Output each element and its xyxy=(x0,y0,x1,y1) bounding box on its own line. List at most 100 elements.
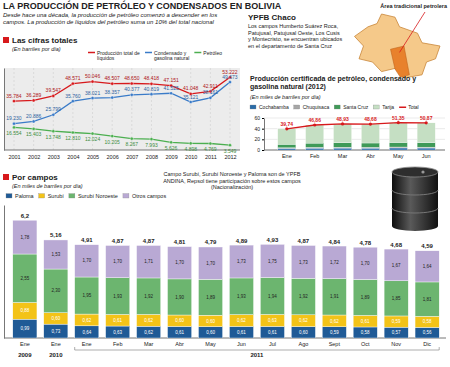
x-tick: 2004 xyxy=(67,150,79,160)
legend-swatch xyxy=(373,105,379,109)
bar-segment xyxy=(168,326,192,338)
data-label: 36.289 xyxy=(26,92,42,98)
x-tick: Sept xyxy=(329,338,341,347)
data-label: 1,64 xyxy=(423,264,432,269)
legend-label: Otros campos xyxy=(132,193,166,199)
data-label: 0,60 xyxy=(206,330,215,335)
data-label: 51,35 xyxy=(392,115,405,121)
chart-subtitle: (En miles de barriles por día) xyxy=(250,94,321,100)
bar-segment xyxy=(44,269,68,313)
legend-label: Tarija xyxy=(382,104,394,110)
y-tick-mark xyxy=(262,129,264,130)
x-tick: 2005 xyxy=(87,150,99,160)
bar-segment xyxy=(361,143,379,147)
line-marker xyxy=(189,142,192,145)
data-label: 0,63 xyxy=(268,318,277,323)
data-label: 20.886 xyxy=(26,113,42,119)
group-label: 2011 xyxy=(250,352,264,358)
x-tick: Mar xyxy=(338,150,348,159)
x-tick-label: 2002 xyxy=(28,154,40,160)
x-axis-line xyxy=(4,338,446,339)
data-labels: 35.78436.28939.54748.57150.04648.50748.6… xyxy=(6,69,238,154)
legend: CochabambaChuquisacaSanta CruzTarijaTota… xyxy=(250,104,419,110)
data-label: 1,70 xyxy=(361,261,370,266)
x-tick: Mar xyxy=(144,338,154,347)
data-label: 1,91 xyxy=(330,294,339,299)
data-label: 1,67 xyxy=(392,263,401,268)
total-label: 4,91 xyxy=(81,237,93,243)
data-label: 5.626 xyxy=(165,145,178,151)
x-tick-label: Sept xyxy=(329,341,341,347)
x-tick-label: Dic xyxy=(423,341,431,347)
bar-segment xyxy=(137,245,161,277)
data-label: 0,99 xyxy=(20,326,29,331)
bar-segment xyxy=(384,249,408,281)
legend-label: Cochabamba xyxy=(259,104,289,110)
legend: Producción total delíquidosCondensado yg… xyxy=(88,50,222,62)
legend-swatch xyxy=(334,105,340,109)
line-marker xyxy=(111,82,114,85)
bar-segment xyxy=(291,327,315,338)
x-tick: Ene xyxy=(20,338,30,347)
bar-segment xyxy=(137,326,161,338)
data-label: 42.911 xyxy=(203,83,218,89)
line-marker xyxy=(189,100,192,103)
x-tick-label: 2012 xyxy=(224,154,236,160)
bar-segment xyxy=(306,143,324,147)
bar-segment xyxy=(198,279,222,315)
y-axis: 0204060 xyxy=(254,115,264,153)
x-tick-label: Ene xyxy=(82,341,92,347)
line-marker xyxy=(12,122,15,125)
legend-item: Tarija xyxy=(373,104,394,110)
bar-segment xyxy=(44,313,68,324)
data-label: 38.021 xyxy=(85,90,101,96)
title-bullet xyxy=(3,37,9,43)
bar-segment xyxy=(168,315,192,326)
line-series xyxy=(14,127,230,145)
x-tick: Feb xyxy=(113,338,122,347)
data-label: 1,70 xyxy=(113,259,122,264)
map-oil-area xyxy=(391,46,410,77)
data-label: 1,81 xyxy=(423,297,432,302)
grid xyxy=(264,118,445,150)
line-marker xyxy=(130,82,133,85)
line-marker xyxy=(130,137,133,140)
data-label: 0,61 xyxy=(175,330,184,335)
total-label: 4,87 xyxy=(112,238,124,244)
x-tick-label: 2005 xyxy=(87,154,99,160)
bar-segment xyxy=(44,324,68,338)
line-marker xyxy=(397,121,400,124)
grid xyxy=(14,68,230,150)
data-label: 35.784 xyxy=(6,93,22,99)
x-tick: 2001 xyxy=(8,150,20,160)
grid-line xyxy=(190,68,191,150)
line-marker xyxy=(32,99,35,102)
bar-segment xyxy=(306,148,324,150)
data-label: 0,57 xyxy=(392,330,401,335)
line-marker xyxy=(150,93,153,96)
total-label: 4,79 xyxy=(205,239,217,245)
legend-item: Surubí Noroeste xyxy=(69,193,118,199)
data-label: 48.507 xyxy=(105,75,121,81)
page-title: LA PRODUCCIÓN DE PETRÓLEO Y CONDENSADOS … xyxy=(3,0,282,11)
chart-title: Producción certificada de petróleo, cond… xyxy=(250,75,416,91)
bar-segment xyxy=(291,278,315,314)
barrel-rib xyxy=(392,190,438,195)
x-tick-label: 2010 xyxy=(185,154,197,160)
data-label: 39,74 xyxy=(281,121,294,127)
x-tick: Jun xyxy=(422,150,431,159)
data-label: 1,70 xyxy=(175,260,184,265)
line-marker xyxy=(12,99,15,102)
bar-segment xyxy=(384,316,408,327)
x-groups: 200920102011 xyxy=(18,347,439,358)
line-marker xyxy=(91,96,94,99)
legend-swatch xyxy=(145,52,152,54)
x-tick-label: May xyxy=(205,341,216,347)
x-tick: Ene xyxy=(51,338,61,347)
x-tick: Jul xyxy=(269,338,276,347)
legend-swatch xyxy=(69,194,75,198)
data-label: 0,62 xyxy=(330,319,339,324)
barrel-rib xyxy=(392,208,438,213)
page-subtitle: Desde hace una década, la producción de … xyxy=(3,12,217,25)
line-marker xyxy=(209,96,212,99)
